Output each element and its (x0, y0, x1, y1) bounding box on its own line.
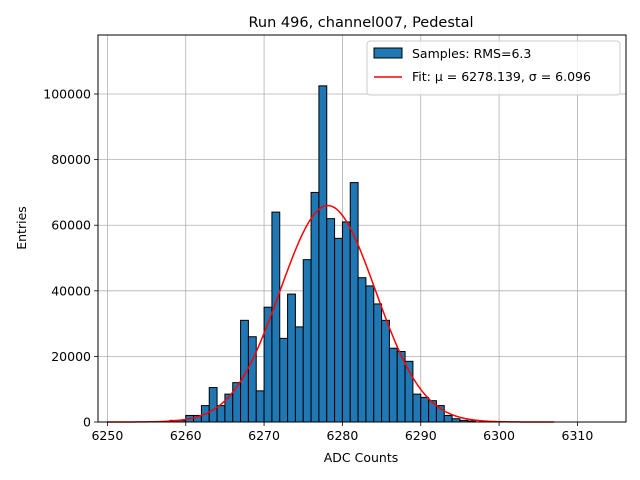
x-tick-label: 6260 (170, 428, 202, 443)
y-tick-label: 60000 (51, 218, 91, 233)
histogram-bar (420, 396, 430, 423)
legend-box (366, 40, 621, 96)
histogram-bar (216, 405, 226, 423)
gaussian-fit-line (107, 204, 554, 423)
histogram-bar (279, 337, 289, 423)
histogram-bar (334, 237, 343, 423)
y-axis-label: Entries (14, 206, 29, 250)
histogram-bar (357, 277, 367, 423)
y-tick-label: 20000 (51, 349, 91, 364)
x-tick-label: 6290 (405, 428, 437, 443)
histogram-bar (326, 218, 336, 423)
histogram-bar (287, 293, 296, 423)
histogram-bar (271, 211, 281, 423)
x-tick-label: 6250 (91, 428, 123, 443)
histogram-bar (302, 259, 312, 423)
histogram-bar (255, 390, 265, 423)
histogram-bar (208, 387, 218, 423)
y-tick-label: 80000 (51, 152, 91, 167)
x-tick-label: 6270 (248, 428, 280, 443)
histogram-bar (381, 319, 390, 423)
histogram-bar (365, 285, 375, 423)
x-axis-label: ADC Counts (324, 450, 399, 465)
histogram-bar (294, 326, 304, 423)
histogram-bar (318, 85, 328, 423)
x-tick-label: 6310 (562, 428, 594, 443)
y-tick-label: 40000 (51, 283, 91, 298)
histogram-bar (247, 336, 257, 423)
chart-title: Run 496, channel007, Pedestal (248, 15, 473, 31)
histogram-bar (349, 182, 359, 423)
x-tick-label: 6280 (327, 428, 359, 443)
y-tick-label: 100000 (43, 87, 91, 102)
legend: Samples: RMS=6.3 Fit: μ = 6278.139, σ = … (366, 40, 621, 96)
legend-label-samples: Samples: RMS=6.3 (412, 46, 531, 61)
histogram-bar (373, 303, 383, 423)
y-axis-ticks: 0 20000 40000 60000 80000 100000 (43, 87, 98, 430)
legend-swatch-samples (373, 47, 403, 59)
x-axis-ticks: 6250 6260 6270 6280 6290 6300 6310 (91, 422, 593, 443)
histogram-bars (169, 85, 477, 423)
histogram-bar (388, 347, 398, 423)
histogram-bar (232, 382, 242, 423)
plot-frame (97, 34, 627, 423)
legend-label-fit: Fit: μ = 6278.139, σ = 6.096 (412, 69, 591, 84)
histogram-bar (443, 414, 453, 423)
histogram-bar (224, 393, 234, 423)
histogram-bar (341, 221, 351, 423)
y-tick-label: 0 (83, 415, 91, 430)
histogram-bar (412, 393, 422, 423)
x-tick-label: 6300 (483, 428, 515, 443)
histogram-bar (310, 191, 320, 423)
